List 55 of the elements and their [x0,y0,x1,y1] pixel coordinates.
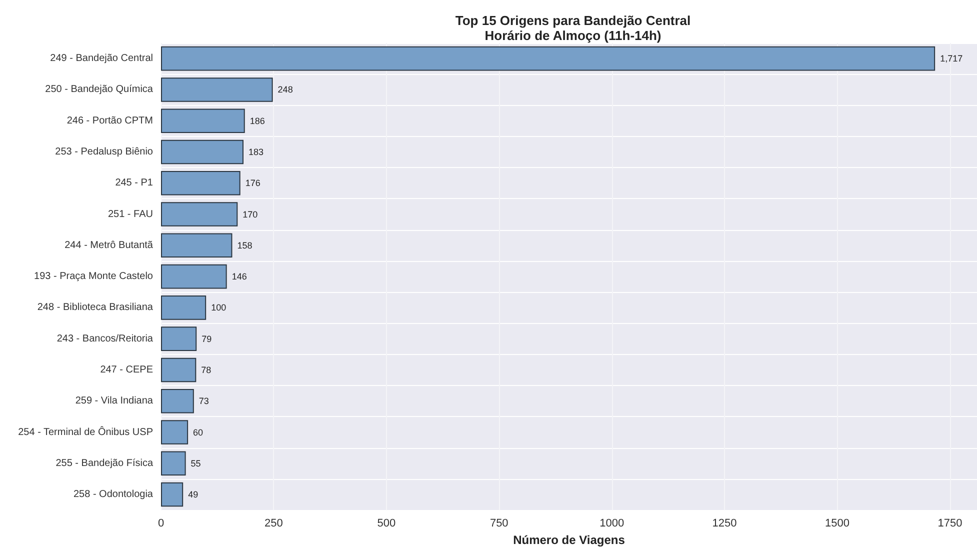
y-tick-label: 251 - FAU [108,208,153,220]
bar [161,78,273,102]
y-tick-label: 243 - Bancos/Reitoria [56,333,154,344]
bar [161,233,232,258]
y-tick-label: 254 - Terminal de Ônibus USP [18,426,154,438]
data-label: 158 [237,240,252,250]
chart-title: Top 15 Origens para Bandejão Central Horário de Almoço (11h-14h) [455,13,691,43]
data-label: 183 [248,146,264,157]
y-tick-label: 248 - Biblioteca Brasiliana [37,302,154,314]
y-tick-label: 247 - CEPE [100,364,154,376]
bar [161,202,238,226]
data-label: 49 [188,490,198,500]
data-label: 248 [278,84,293,95]
x-tick-label: 1000 [600,518,624,530]
data-label: 176 [245,178,260,188]
bar [161,46,936,71]
y-tick-label: 258 - Odontologia [73,489,154,500]
bar [161,388,194,414]
bar [161,264,227,289]
y-tick-label: 255 - Bandejão Física [56,458,154,469]
y-tick-label: 259 - Vila Indiana [75,396,154,407]
bar [161,108,245,133]
data-label: 79 [202,334,212,344]
x-tick-label: 750 [490,518,508,530]
data-label: 146 [232,272,247,282]
x-axis-title: Número de Viagens [513,533,626,547]
data-label: 60 [193,427,204,438]
data-label: 186 [250,116,265,126]
data-label: 55 [190,458,201,468]
bar [161,482,184,507]
x-tick-label: 1500 [825,518,850,530]
y-tick-label: 245 - P1 [115,178,154,189]
bar [161,326,197,351]
bar [161,140,244,164]
data-label: 73 [198,396,209,406]
x-tick-label: 1750 [938,518,962,530]
data-label: 78 [201,364,212,375]
y-tick-label: 249 - Bandejão Central [50,53,153,64]
bar [161,420,188,444]
x-tick-label: 500 [377,518,396,530]
y-tick-label: 253 - Pedalusp Biênio [55,146,154,158]
bar [161,296,206,320]
y-tick-label: 193 - Praça Monte Castelo [34,271,154,282]
y-tick-label: 246 - Portão CPTM [66,115,153,126]
data-label: 1,717 [940,54,963,64]
y-tick-label: 250 - Bandejão Química [45,84,154,96]
bar [161,451,186,476]
data-label: 100 [211,302,226,313]
x-tick-label: 1250 [712,518,737,530]
bar [161,358,196,382]
y-tick-label: 244 - Metrô Butantã [64,240,154,251]
data-label: 170 [242,209,258,220]
x-tick-label: 0 [158,518,164,530]
x-tick-label: 250 [264,518,283,530]
bar [161,170,240,196]
